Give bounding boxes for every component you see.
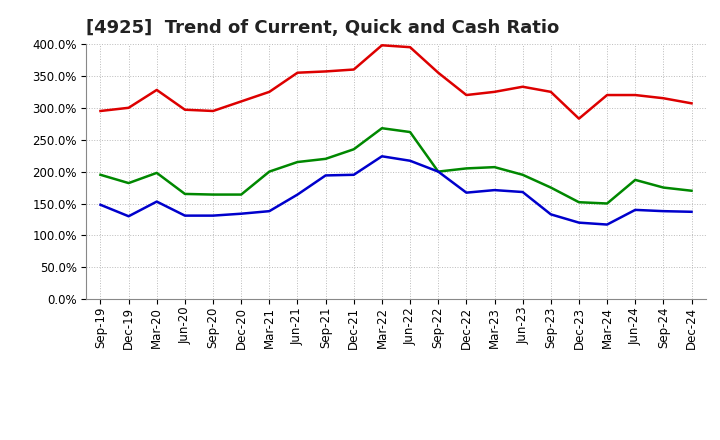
Quick Ratio [153, 170, 161, 176]
Current Ratio [659, 95, 667, 101]
Quick Ratio [349, 147, 358, 152]
Quick Ratio [293, 159, 302, 165]
Current Ratio [377, 43, 386, 48]
Line: Cash Ratio: Cash Ratio [101, 156, 691, 224]
Current Ratio [462, 92, 471, 98]
Current Ratio [125, 105, 133, 110]
Quick Ratio [434, 169, 443, 174]
Quick Ratio [631, 177, 639, 183]
Quick Ratio [406, 129, 415, 135]
Cash Ratio [321, 173, 330, 178]
Current Ratio [434, 70, 443, 75]
Cash Ratio [462, 190, 471, 195]
Cash Ratio [293, 192, 302, 197]
Cash Ratio [659, 209, 667, 214]
Current Ratio [687, 101, 696, 106]
Cash Ratio [546, 212, 555, 217]
Current Ratio [96, 108, 105, 114]
Current Ratio [237, 99, 246, 104]
Cash Ratio [631, 207, 639, 213]
Cash Ratio [153, 199, 161, 204]
Cash Ratio [181, 213, 189, 218]
Current Ratio [153, 87, 161, 92]
Current Ratio [349, 67, 358, 72]
Current Ratio [490, 89, 499, 95]
Quick Ratio [603, 201, 611, 206]
Cash Ratio [349, 172, 358, 177]
Cash Ratio [434, 169, 443, 174]
Current Ratio [603, 92, 611, 98]
Current Ratio [265, 89, 274, 95]
Quick Ratio [209, 192, 217, 197]
Quick Ratio [518, 172, 527, 177]
Current Ratio [546, 89, 555, 95]
Cash Ratio [575, 220, 583, 225]
Quick Ratio [96, 172, 105, 177]
Cash Ratio [265, 209, 274, 214]
Quick Ratio [181, 191, 189, 197]
Current Ratio [518, 84, 527, 89]
Current Ratio [181, 107, 189, 112]
Cash Ratio [209, 213, 217, 218]
Current Ratio [631, 92, 639, 98]
Cash Ratio [687, 209, 696, 214]
Line: Quick Ratio: Quick Ratio [101, 128, 691, 203]
Quick Ratio [265, 169, 274, 174]
Current Ratio [575, 116, 583, 121]
Cash Ratio [237, 211, 246, 216]
Quick Ratio [462, 166, 471, 171]
Current Ratio [321, 69, 330, 74]
Cash Ratio [603, 222, 611, 227]
Quick Ratio [377, 125, 386, 131]
Quick Ratio [575, 200, 583, 205]
Quick Ratio [237, 192, 246, 197]
Current Ratio [293, 70, 302, 75]
Cash Ratio [96, 202, 105, 207]
Quick Ratio [321, 156, 330, 161]
Cash Ratio [377, 154, 386, 159]
Quick Ratio [125, 180, 133, 186]
Cash Ratio [406, 158, 415, 163]
Cash Ratio [490, 187, 499, 193]
Quick Ratio [546, 185, 555, 190]
Line: Current Ratio: Current Ratio [101, 45, 691, 119]
Current Ratio [406, 44, 415, 50]
Quick Ratio [490, 165, 499, 170]
Quick Ratio [687, 188, 696, 194]
Text: [4925]  Trend of Current, Quick and Cash Ratio: [4925] Trend of Current, Quick and Cash … [86, 19, 559, 37]
Cash Ratio [518, 189, 527, 194]
Quick Ratio [659, 185, 667, 190]
Cash Ratio [125, 214, 133, 219]
Legend: Current Ratio, Quick Ratio, Cash Ratio: Current Ratio, Quick Ratio, Cash Ratio [177, 439, 615, 440]
Current Ratio [209, 108, 217, 114]
